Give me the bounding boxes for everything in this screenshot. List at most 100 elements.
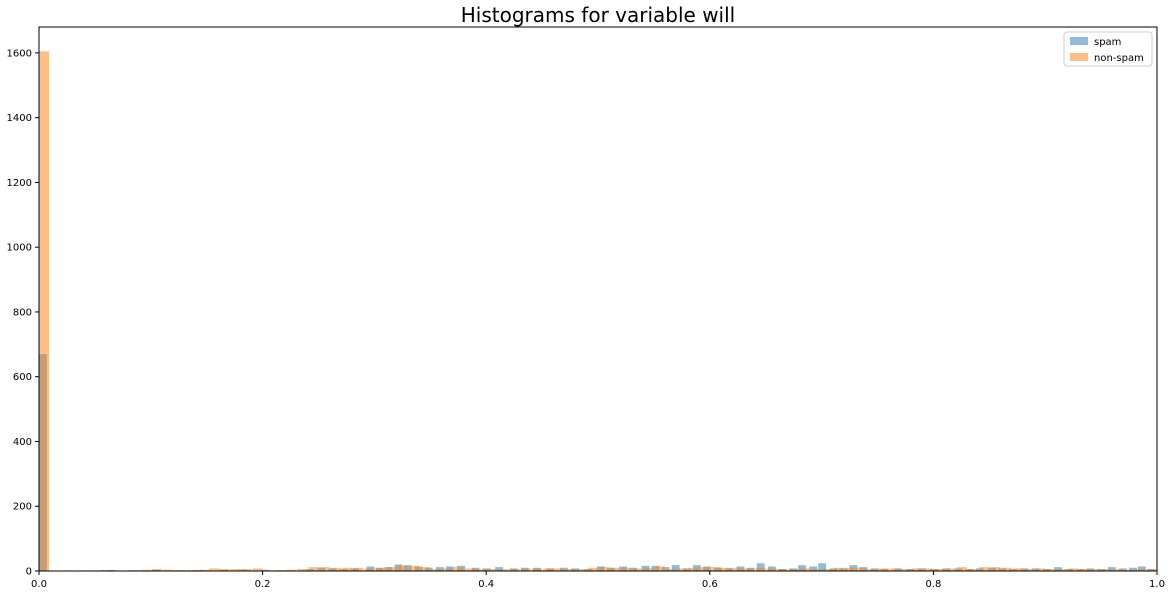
non-spam-bar-20 <box>308 567 319 571</box>
non-spam-bar-45 <box>587 567 598 571</box>
non-spam-bar-81 <box>990 567 1001 571</box>
non-spam-bar-52 <box>666 569 677 571</box>
y-tick-label-3: 600 <box>13 372 32 383</box>
y-tick-label-7: 1400 <box>7 113 32 124</box>
spam-bar-60 <box>829 568 838 571</box>
y-tick-label-1: 200 <box>13 502 32 513</box>
x-tick-label-5: 1.0 <box>1149 579 1165 590</box>
non-spam-bar-42 <box>554 568 565 571</box>
spam-bar-69 <box>930 569 938 571</box>
non-spam-bar-51 <box>655 566 666 571</box>
non-spam-bar-11 <box>208 568 219 571</box>
non-spam-bar-91 <box>1102 569 1113 571</box>
non-spam-bar-54 <box>688 567 699 571</box>
y-tick-label-5: 1000 <box>7 243 32 254</box>
non-spam-bar-48 <box>621 567 632 571</box>
non-spam-bar-47 <box>610 567 621 571</box>
series-non-spam <box>39 51 1157 572</box>
non-spam-bar-55 <box>699 567 710 571</box>
plot-area <box>39 27 1157 571</box>
spam-bar-87 <box>1129 567 1137 571</box>
non-spam-bar-72 <box>889 568 900 571</box>
non-spam-bar-10 <box>199 569 211 571</box>
spam-bar-88 <box>1137 566 1146 571</box>
non-spam-bar-60 <box>755 567 766 571</box>
legend: spam non-spam <box>1063 31 1153 67</box>
non-spam-bar-68 <box>845 567 856 571</box>
spam-bar-45 <box>671 565 680 571</box>
non-spam-bar-19 <box>297 569 308 571</box>
non-spam-bar-64 <box>800 568 811 571</box>
non-spam-bar-33 <box>453 567 464 571</box>
non-spam-bar-6 <box>151 569 162 571</box>
chart-title: Histograms for variable will <box>461 3 735 27</box>
non-spam-bar-70 <box>867 569 878 571</box>
non-spam-bar-85 <box>1035 568 1046 571</box>
non-spam-bar-21 <box>319 567 330 571</box>
non-spam-bar-53 <box>677 568 688 571</box>
non-spam-bar-32 <box>442 568 453 571</box>
legend-label-spam: spam <box>1094 37 1121 48</box>
y-tick-label-2: 400 <box>13 437 32 448</box>
x-tick-label-4: 0.8 <box>925 579 941 590</box>
non-spam-bar-29 <box>409 565 420 571</box>
non-spam-bar-36 <box>487 569 498 571</box>
non-spam-bar-5 <box>140 569 151 571</box>
non-spam-bar-39 <box>520 568 531 571</box>
non-spam-bar-0 <box>39 51 50 572</box>
legend-swatch-non-spam <box>1070 53 1088 61</box>
non-spam-bar-78 <box>956 567 967 571</box>
non-spam-bar-90 <box>1091 569 1102 571</box>
spam-bar-29 <box>482 568 491 571</box>
non-spam-bar-61 <box>766 568 777 571</box>
non-spam-bar-15 <box>252 568 263 571</box>
non-spam-bar-34 <box>464 568 476 571</box>
spam-bar-59 <box>818 563 827 571</box>
non-spam-bar-40 <box>532 568 543 571</box>
non-spam-bar-73 <box>900 569 912 571</box>
non-spam-bar-62 <box>777 569 789 571</box>
x-tick-label-3: 0.6 <box>702 579 718 590</box>
plot-layer <box>39 27 1157 572</box>
non-spam-bar-86 <box>1046 569 1057 571</box>
non-spam-bar-26 <box>375 567 386 571</box>
non-spam-bar-49 <box>632 568 643 571</box>
non-spam-bar-58 <box>733 567 744 571</box>
x-tick-label-1: 0.2 <box>255 579 271 590</box>
non-spam-bar-14 <box>241 569 252 571</box>
non-spam-bar-89 <box>1079 569 1090 571</box>
non-spam-bar-41 <box>543 568 554 571</box>
non-spam-bar-92 <box>1113 569 1124 571</box>
spam-bar-53 <box>756 563 765 571</box>
non-spam-bar-76 <box>934 569 945 571</box>
non-spam-bar-93 <box>1124 569 1135 571</box>
non-spam-bar-66 <box>822 569 833 571</box>
non-spam-bar-57 <box>722 567 733 571</box>
non-spam-bar-56 <box>710 567 721 571</box>
plot-frame <box>38 26 1158 572</box>
non-spam-bar-79 <box>968 569 979 571</box>
non-spam-bar-83 <box>1012 568 1023 571</box>
spam-bar-84 <box>1097 569 1106 571</box>
non-spam-bar-38 <box>509 569 520 571</box>
non-spam-bar-75 <box>923 568 934 571</box>
non-spam-bar-59 <box>744 568 755 571</box>
non-spam-bar-28 <box>397 565 408 571</box>
y-tick-label-6: 1200 <box>7 178 32 189</box>
non-spam-bar-80 <box>979 567 990 571</box>
non-spam-bar-67 <box>833 567 844 571</box>
non-spam-bar-95 <box>1146 569 1157 571</box>
non-spam-bar-25 <box>364 568 375 571</box>
non-spam-bar-88 <box>1068 568 1079 571</box>
non-spam-bar-77 <box>945 568 956 571</box>
non-spam-bar-7 <box>163 569 174 571</box>
non-spam-bar-94 <box>1135 569 1146 571</box>
non-spam-bar-71 <box>878 568 889 571</box>
legend-swatch-spam <box>1070 37 1088 45</box>
non-spam-bar-43 <box>565 569 576 571</box>
non-spam-bar-50 <box>643 567 654 571</box>
non-spam-bar-46 <box>599 567 610 571</box>
axes-layer: 0.0 0.2 0.4 0.6 0.8 1.0 0 200 400 600 800 1000 1200 1… <box>7 26 1165 590</box>
